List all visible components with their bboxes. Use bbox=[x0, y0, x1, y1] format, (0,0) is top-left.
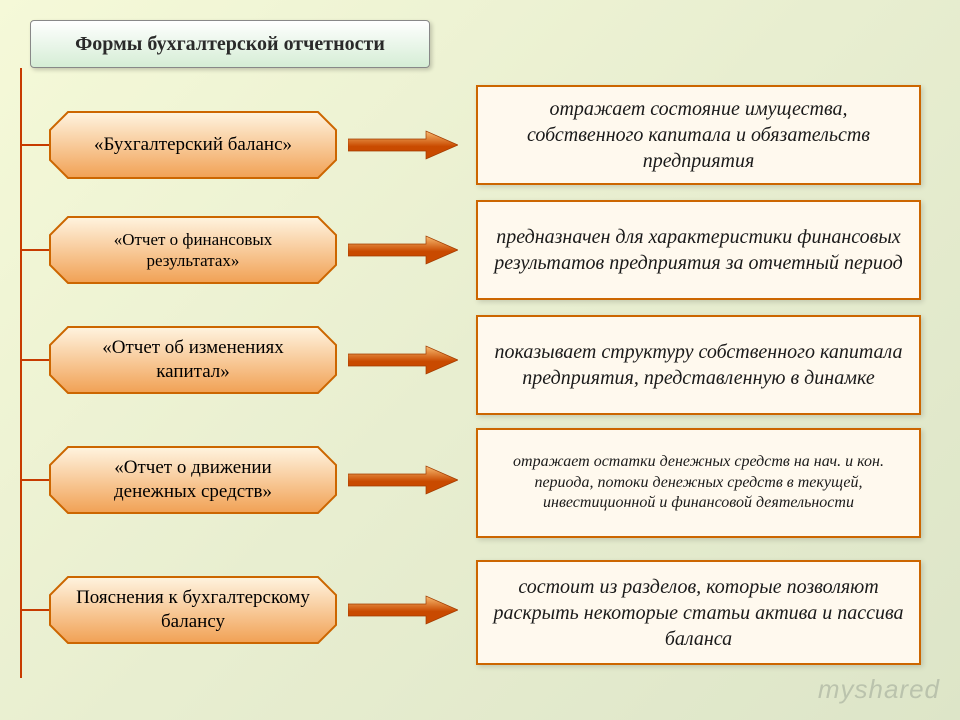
arrow-icon bbox=[348, 345, 458, 375]
form-badge: «Отчет о движении денежных средств» bbox=[48, 445, 338, 515]
form-description-text: отражает состояние имущества, собственно… bbox=[492, 96, 905, 174]
arrow-icon bbox=[348, 235, 458, 265]
form-description-text: отражает остатки денежных средств на нач… bbox=[492, 452, 905, 514]
form-description: отражает остатки денежных средств на нач… bbox=[476, 428, 921, 538]
form-description-text: состоит из разделов, которые позволяют р… bbox=[492, 574, 905, 652]
form-badge: Пояснения к бухгалтерскому балансу bbox=[48, 575, 338, 645]
form-badge: «Бухгалтерский баланс» bbox=[48, 110, 338, 180]
form-description: предназначен для характеристики финансов… bbox=[476, 200, 921, 300]
arrow-icon bbox=[348, 595, 458, 625]
diagram-title: Формы бухгалтерской отчетности bbox=[30, 20, 430, 68]
form-description: состоит из разделов, которые позволяют р… bbox=[476, 560, 921, 665]
form-badge-label: «Бухгалтерский баланс» bbox=[94, 133, 292, 157]
form-description-text: показывает структуру собственного капита… bbox=[492, 339, 905, 391]
watermark: myshared bbox=[818, 674, 940, 705]
form-badge: «Отчет о финансовых результатах» bbox=[48, 215, 338, 285]
form-badge-label: «Отчет об изменениях капитал» bbox=[72, 336, 314, 384]
form-description: показывает структуру собственного капита… bbox=[476, 315, 921, 415]
form-badge: «Отчет об изменениях капитал» bbox=[48, 325, 338, 395]
form-badge-label: «Отчет о финансовых результатах» bbox=[72, 229, 314, 272]
form-badge-label: Пояснения к бухгалтерскому балансу bbox=[72, 586, 314, 634]
tree-spine bbox=[20, 68, 22, 678]
arrow-icon bbox=[348, 130, 458, 160]
diagram-title-text: Формы бухгалтерской отчетности bbox=[75, 33, 385, 56]
form-description-text: предназначен для характеристики финансов… bbox=[492, 224, 905, 276]
arrow-icon bbox=[348, 465, 458, 495]
form-badge-label: «Отчет о движении денежных средств» bbox=[72, 456, 314, 504]
form-description: отражает состояние имущества, собственно… bbox=[476, 85, 921, 185]
